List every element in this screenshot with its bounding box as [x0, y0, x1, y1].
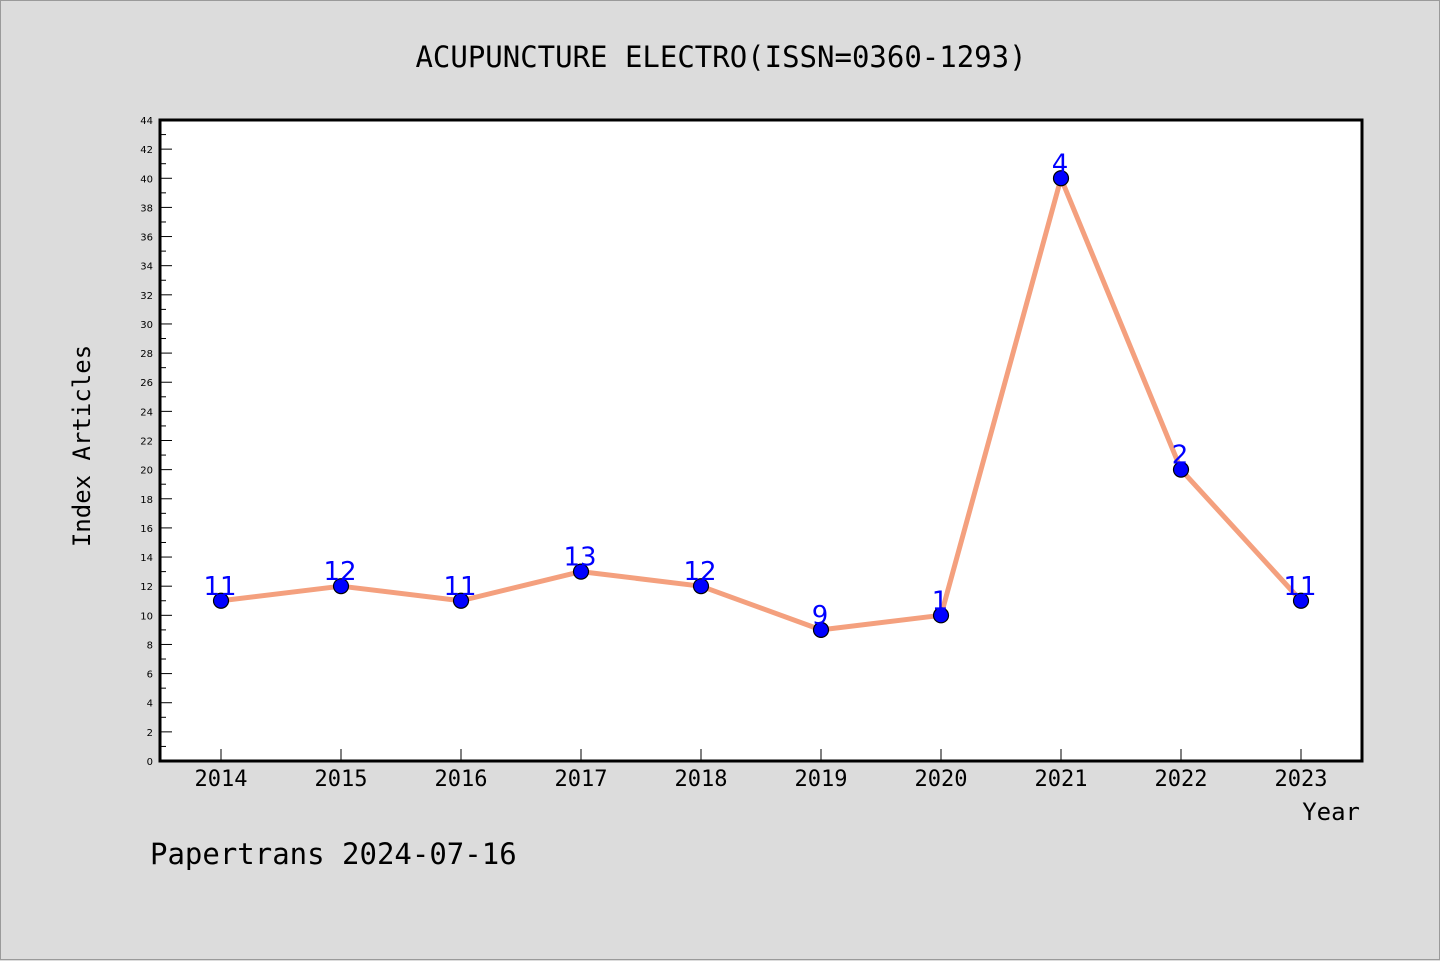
- y-tick-label: 20: [140, 466, 153, 477]
- chart-title: ACUPUNCTURE ELECTRO(ISSN=0360-1293): [415, 40, 1026, 74]
- y-tick-label: 26: [140, 378, 153, 389]
- x-tick-label: 2015: [315, 767, 368, 792]
- y-tick-label: 4: [147, 699, 153, 710]
- data-label: 11: [203, 572, 236, 602]
- y-tick-label: 30: [140, 320, 153, 331]
- y-tick-label: 2: [147, 728, 153, 739]
- x-tick-label: 2017: [555, 767, 608, 792]
- y-tick-label: 18: [140, 495, 153, 506]
- data-label: 11: [1283, 572, 1316, 602]
- y-tick-label: 32: [140, 291, 153, 302]
- x-tick-label: 2022: [1155, 767, 1208, 792]
- series-markers-group: [212, 170, 1310, 638]
- series-line-group: [218, 175, 1304, 633]
- x-axis: 2014 2015 2016 2017 2018 2019 2020 2021 2022 2023: [195, 749, 1328, 792]
- data-label: 13: [563, 543, 596, 573]
- data-label: 2: [1172, 441, 1189, 471]
- y-tick-label: 22: [140, 437, 153, 448]
- x-tick-label: 2018: [675, 767, 728, 792]
- x-tick-label: 2023: [1275, 767, 1328, 792]
- x-tick-label: 2019: [795, 767, 848, 792]
- data-point-marker: [452, 592, 470, 609]
- x-tick-label: 2014: [195, 767, 248, 792]
- y-tick-label: 12: [140, 582, 153, 593]
- y-tick-label: 40: [140, 174, 153, 185]
- x-tick-label: 2020: [915, 767, 968, 792]
- data-point-marker: [1292, 592, 1310, 609]
- data-point-marker: [812, 621, 830, 638]
- x-axis-title: Year: [1302, 798, 1360, 826]
- data-label: 4: [1052, 149, 1069, 179]
- y-tick-label: 24: [140, 407, 153, 418]
- footer-text: Papertrans 2024-07-16: [150, 837, 517, 871]
- plot-area: [158, 118, 1364, 763]
- data-point-marker: [1052, 170, 1070, 187]
- y-tick-label: 8: [147, 640, 153, 651]
- data-label: 12: [323, 557, 356, 587]
- y-tick-label: 16: [140, 524, 153, 535]
- y-axis: 0246810121416182022242628303234363840424…: [140, 116, 172, 768]
- data-point-marker: [572, 563, 590, 580]
- series-line: [218, 175, 1304, 633]
- data-point-marker: [932, 607, 950, 624]
- data-label: 11: [443, 572, 476, 602]
- y-tick-label: 34: [140, 262, 153, 273]
- data-point-marker: [212, 592, 230, 609]
- data-label: 12: [683, 557, 716, 587]
- y-tick-label: 38: [140, 203, 153, 214]
- data-point-marker: [692, 578, 710, 595]
- y-tick-label: 0: [147, 757, 153, 768]
- y-tick-label: 44: [140, 116, 153, 127]
- data-labels-group: 11 12 11 13 12 9 1 4 2 11: [203, 149, 1316, 631]
- data-label: 9: [812, 601, 829, 631]
- x-tick-label: 2021: [1035, 767, 1088, 792]
- x-tick-label: 2016: [435, 767, 488, 792]
- y-tick-label: 36: [140, 233, 153, 244]
- y-tick-label: 10: [140, 611, 153, 622]
- data-point-marker: [332, 578, 350, 595]
- y-axis-title: Index Articles: [68, 345, 96, 547]
- y-tick-label: 6: [147, 670, 153, 681]
- y-tick-label: 14: [140, 553, 153, 564]
- y-tick-label: 42: [140, 145, 153, 156]
- data-label: 1: [932, 586, 949, 616]
- y-tick-label: 28: [140, 349, 153, 360]
- data-point-marker: [1172, 461, 1190, 478]
